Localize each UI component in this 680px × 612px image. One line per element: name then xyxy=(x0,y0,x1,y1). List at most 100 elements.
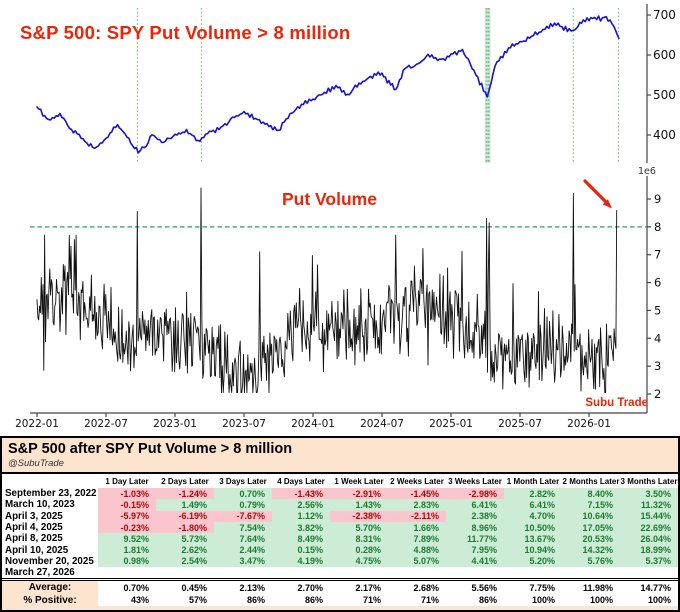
event-date-cell: April 10, 2025 xyxy=(2,544,98,555)
table-title: S&P 500 after SPY Put Volume > 8 million xyxy=(8,440,678,458)
return-cell: -2.98% xyxy=(446,488,504,499)
table-row: March 10, 2023-0.15%1.49%0.79%2.56%1.43%… xyxy=(2,499,678,510)
return-cell: 2.83% xyxy=(388,499,446,510)
summary-value-cell: 11.98% xyxy=(562,580,620,594)
column-header: 1 Month Later xyxy=(504,474,562,488)
return-cell: -2.38% xyxy=(330,511,388,522)
volume-axis-tick-label: 6 xyxy=(654,276,661,290)
put-volume-line xyxy=(37,188,617,393)
table-row: April 10, 20251.81%2.62%2.44%0.15%0.28%4… xyxy=(2,544,678,555)
return-cell: 1.81% xyxy=(98,544,156,555)
returns-table: 1 Day Later2 Days Later3 Days Later4 Day… xyxy=(2,474,678,606)
returns-table-body: 1 Day Later2 Days Later3 Days Later4 Day… xyxy=(2,474,678,606)
volume-axis-tick-label: 5 xyxy=(654,303,661,317)
return-cell: 1.49% xyxy=(156,499,214,510)
return-cell: 13.67% xyxy=(504,533,562,544)
return-cell: -0.23% xyxy=(98,522,156,533)
return-cell: -2.91% xyxy=(330,488,388,499)
average-row: Average:0.70%0.45%2.13%2.70%2.17%2.68%5.… xyxy=(2,580,678,594)
put-volume-label: Put Volume xyxy=(282,189,377,210)
return-cell: -2.11% xyxy=(388,511,446,522)
return-cell: 7.95% xyxy=(446,544,504,555)
return-cell: 0.79% xyxy=(214,499,272,510)
summary-value-cell: 0.70% xyxy=(98,580,156,594)
summary-value-cell: 43% xyxy=(98,594,156,607)
volume-axis-tick-label: 8 xyxy=(654,220,661,234)
return-cell: 5.37% xyxy=(620,556,678,567)
return-cell: 10.50% xyxy=(504,522,562,533)
return-cell: 7.15% xyxy=(562,499,620,510)
volume-axis-tick-label: 9 xyxy=(654,192,661,206)
event-date-cell: September 23, 2022 xyxy=(2,488,98,499)
column-header: 1 Week Later xyxy=(330,474,388,488)
column-header: 2 Weeks Later xyxy=(388,474,446,488)
return-cell: 2.38% xyxy=(446,511,504,522)
event-date-cell: April 8, 2025 xyxy=(2,533,98,544)
return-cell: 2.82% xyxy=(504,488,562,499)
table-row: March 27, 2026 xyxy=(2,567,678,580)
return-cell: 6.41% xyxy=(446,499,504,510)
return-cell: 10.94% xyxy=(504,544,562,555)
return-cell: -1.80% xyxy=(156,522,214,533)
summary-value-cell: 71% xyxy=(388,594,446,607)
return-cell: 5.20% xyxy=(504,556,562,567)
return-cell: 0.70% xyxy=(214,488,272,499)
column-header: 3 Months Later xyxy=(620,474,678,488)
return-cell: 3.50% xyxy=(620,488,678,499)
summary-value-cell: 100% xyxy=(562,594,620,607)
table-row: April 3, 2025-5.97%-6.19%-7.67%1.12%-2.3… xyxy=(2,511,678,522)
event-date-cell: April 3, 2025 xyxy=(2,511,98,522)
return-cell: 0.15% xyxy=(272,544,330,555)
table-row: November 20, 20250.98%2.54%3.47%4.19%4.7… xyxy=(2,556,678,567)
volume-axis-tick-label: 3 xyxy=(654,359,661,373)
event-date-cell: November 20, 2025 xyxy=(2,556,98,567)
date-axis-tick-label: 2022-07 xyxy=(84,418,128,430)
return-cell: 4.70% xyxy=(504,511,562,522)
return-cell: 8.96% xyxy=(446,522,504,533)
return-cell: -6.19% xyxy=(156,511,214,522)
event-date-cell: April 4, 2025 xyxy=(2,522,98,533)
return-cell: 9.52% xyxy=(98,533,156,544)
price-axis-tick-label: 700 xyxy=(653,8,676,22)
return-cell xyxy=(330,567,388,580)
return-cell: 3.82% xyxy=(272,522,330,533)
summary-value-cell: 71% xyxy=(330,594,388,607)
return-cell: 2.44% xyxy=(214,544,272,555)
summary-value-cell: 86% xyxy=(446,594,504,607)
column-header: 2 Days Later xyxy=(156,474,214,488)
return-cell: 0.28% xyxy=(330,544,388,555)
return-cell: 1.66% xyxy=(388,522,446,533)
return-cell: 4.41% xyxy=(446,556,504,567)
return-cell: 2.62% xyxy=(156,544,214,555)
table-title-strip: S&P 500 after SPY Put Volume > 8 million… xyxy=(2,438,678,474)
return-cell: 3.47% xyxy=(214,556,272,567)
price-axis-tick-label: 500 xyxy=(653,88,676,102)
volume-axis-tick-label: 2 xyxy=(654,387,661,401)
summary-value-cell: 2.17% xyxy=(330,580,388,594)
watermark-subu-trade: Subu Trade xyxy=(585,397,648,409)
column-header: 3 Weeks Later xyxy=(446,474,504,488)
return-cell xyxy=(272,567,330,580)
summary-value-cell: 57% xyxy=(156,594,214,607)
return-cell: -1.24% xyxy=(156,488,214,499)
price-axis-tick-label: 600 xyxy=(653,48,676,62)
table-row: September 23, 2022-1.03%-1.24%0.70%-1.43… xyxy=(2,488,678,499)
return-cell: -1.03% xyxy=(98,488,156,499)
return-cell: 20.53% xyxy=(562,533,620,544)
return-cell: 5.76% xyxy=(562,556,620,567)
return-cell: 5.70% xyxy=(330,522,388,533)
return-cell: -1.43% xyxy=(272,488,330,499)
date-axis-tick-label: 2026-01 xyxy=(567,418,611,430)
price-axis-tick-label: 400 xyxy=(653,128,676,142)
date-axis-tick-label: 2025-07 xyxy=(498,418,542,430)
table-row: April 4, 2025-0.23%-1.80%7.54%3.82%5.70%… xyxy=(2,522,678,533)
return-cell: 2.54% xyxy=(156,556,214,567)
return-cell: 4.19% xyxy=(272,556,330,567)
return-cell: 4.75% xyxy=(330,556,388,567)
return-cell: 7.54% xyxy=(214,522,272,533)
summary-value-cell: 86% xyxy=(272,594,330,607)
arrow-annotation-icon xyxy=(585,181,612,209)
returns-table-panel: S&P 500 after SPY Put Volume > 8 million… xyxy=(0,436,680,612)
return-cell: 17.05% xyxy=(562,522,620,533)
column-header: 1 Day Later xyxy=(98,474,156,488)
